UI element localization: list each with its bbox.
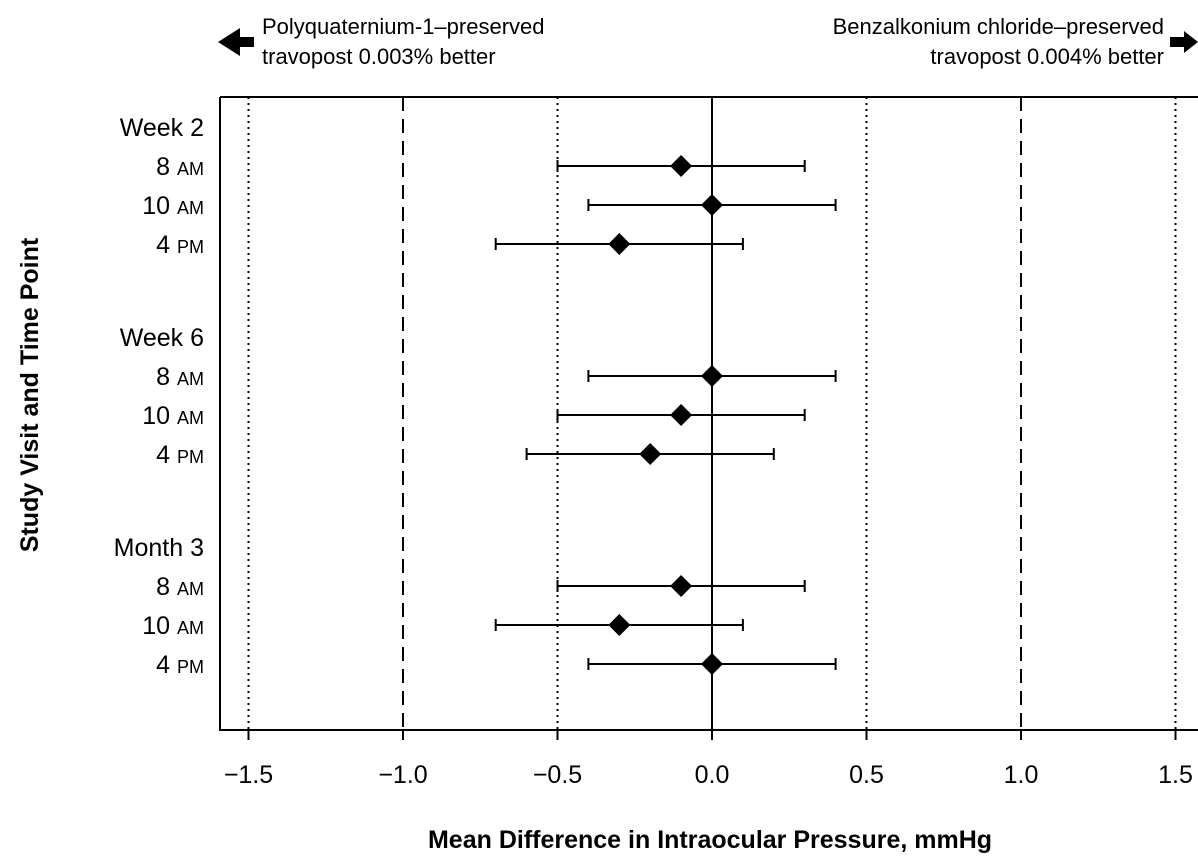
group-label: Week 2 bbox=[120, 114, 204, 142]
group-label: Week 6 bbox=[120, 324, 204, 352]
right-arrow-icon bbox=[1170, 31, 1198, 53]
annotation-right-line2: travopost 0.004% better bbox=[930, 44, 1164, 69]
point-estimate-diamond bbox=[670, 155, 693, 177]
data-marks bbox=[494, 155, 837, 675]
x-tick-label: 1.5 bbox=[1158, 761, 1193, 789]
reference-lines bbox=[247, 97, 1177, 730]
x-tick-label: −1.5 bbox=[224, 761, 273, 789]
y-axis-labels: Week 2 8 AM 10 AM 4 PM Week 6 8 AM 10 AM 4 PM Mo… bbox=[114, 114, 204, 679]
point-estimate-diamond bbox=[701, 194, 723, 216]
row-label: 4 PM bbox=[156, 441, 204, 469]
x-tick-label: 1.0 bbox=[1004, 761, 1039, 789]
x-tick-label: −0.5 bbox=[533, 761, 582, 789]
row-label: 8 AM bbox=[156, 573, 204, 601]
left-arrow-icon bbox=[218, 28, 254, 56]
row-label: 4 PM bbox=[156, 231, 204, 259]
plot-frame bbox=[219, 96, 1198, 731]
x-tick-label: 0.0 bbox=[695, 761, 730, 789]
annotation-right: Benzalkonium chloride–preserved travopos… bbox=[833, 14, 1198, 69]
point-estimate-diamond bbox=[701, 365, 723, 387]
x-axis-ticks: −1.5 −1.0 −0.5 0.0 0.5 1.0 1.5 bbox=[224, 730, 1193, 789]
annotation-left-line1: Polyquaternium-1–preserved bbox=[262, 14, 545, 39]
row-label: 10 AM bbox=[142, 612, 204, 640]
point-estimate-diamond bbox=[608, 614, 631, 636]
row-label: 4 PM bbox=[156, 651, 204, 679]
x-tick-label: −1.0 bbox=[378, 761, 427, 789]
annotation-right-line1: Benzalkonium chloride–preserved bbox=[833, 14, 1164, 39]
x-axis-title: Mean Difference in Intraocular Pressure,… bbox=[428, 826, 992, 854]
group-label: Month 3 bbox=[114, 534, 204, 562]
point-estimate-diamond bbox=[639, 443, 662, 465]
annotation-left: Polyquaternium-1–preserved travopost 0.0… bbox=[218, 14, 545, 69]
point-estimate-diamond bbox=[670, 575, 693, 597]
row-label: 10 AM bbox=[142, 192, 204, 220]
point-estimate-diamond bbox=[701, 653, 723, 675]
row-label: 8 AM bbox=[156, 153, 204, 181]
annotation-left-line2: travopost 0.003% better bbox=[262, 44, 496, 69]
row-label: 8 AM bbox=[156, 363, 204, 391]
point-estimate-diamond bbox=[670, 404, 693, 426]
row-label: 10 AM bbox=[142, 402, 204, 430]
y-axis-title: Study Visit and Time Point bbox=[16, 237, 44, 552]
point-estimate-diamond bbox=[608, 233, 631, 255]
x-tick-label: 0.5 bbox=[849, 761, 884, 789]
